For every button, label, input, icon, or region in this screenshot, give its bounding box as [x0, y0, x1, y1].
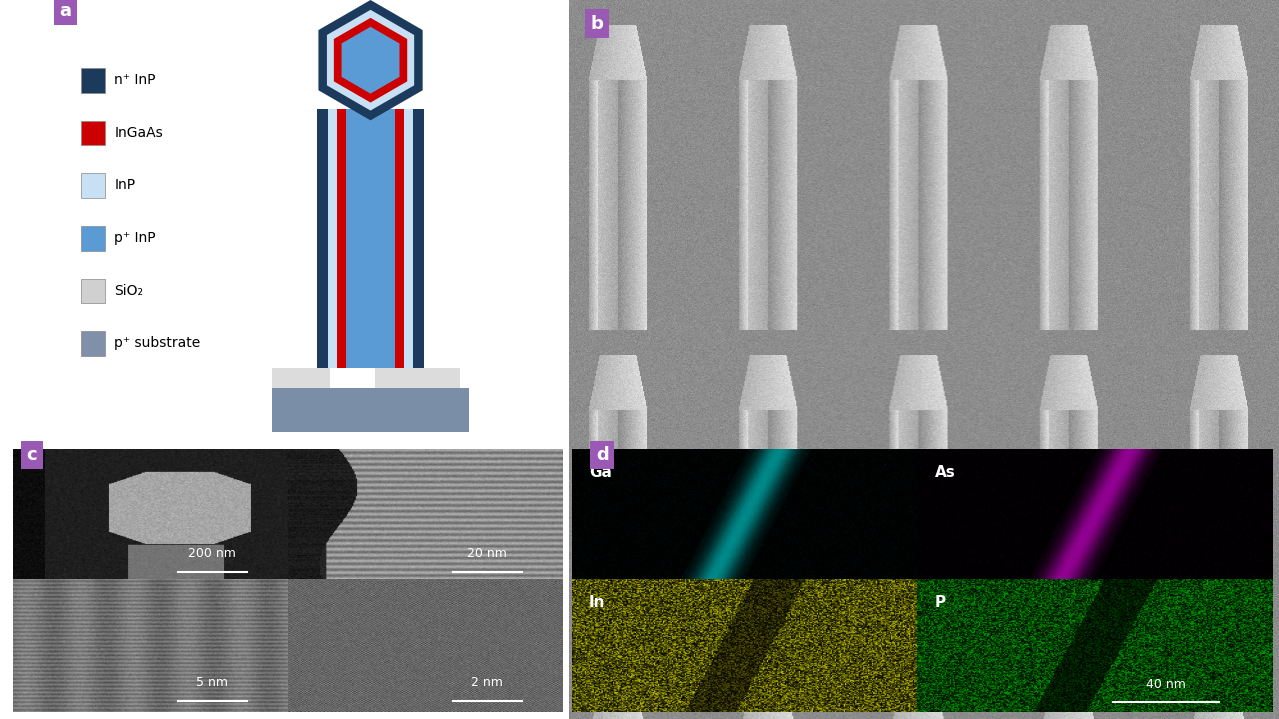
Bar [81, 279, 105, 303]
Polygon shape [334, 18, 407, 103]
Text: InP: InP [114, 178, 136, 193]
Text: 20 nm: 20 nm [467, 546, 506, 560]
Text: 500 nm: 500 nm [1092, 666, 1146, 679]
Polygon shape [327, 10, 414, 111]
Bar [347, 109, 395, 367]
Text: InGaAs: InGaAs [114, 126, 162, 139]
Text: a: a [59, 1, 72, 19]
Text: 40 nm: 40 nm [1146, 677, 1186, 690]
Polygon shape [341, 27, 399, 93]
Text: P: P [935, 595, 946, 610]
Text: p⁺ substrate: p⁺ substrate [114, 336, 201, 350]
Text: c: c [27, 446, 37, 464]
Bar [375, 367, 459, 388]
Text: p⁺ InP: p⁺ InP [114, 231, 156, 245]
Text: n⁺ InP: n⁺ InP [114, 73, 156, 87]
Text: 2 nm: 2 nm [471, 676, 503, 690]
Bar [81, 173, 105, 198]
Text: Ga: Ga [588, 465, 611, 480]
Bar [81, 331, 105, 356]
Polygon shape [318, 0, 422, 120]
Bar [81, 121, 105, 145]
Text: d: d [596, 446, 609, 464]
Bar [81, 68, 105, 93]
Text: In: In [588, 595, 605, 610]
Bar [317, 109, 425, 367]
Bar [338, 109, 404, 367]
Bar [329, 109, 413, 367]
Text: SiO₂: SiO₂ [114, 284, 143, 298]
Text: 200 nm: 200 nm [188, 546, 237, 560]
Text: As: As [935, 465, 955, 480]
Bar [272, 367, 330, 388]
Bar [81, 226, 105, 250]
Text: b: b [591, 15, 604, 33]
Bar [272, 388, 468, 432]
Text: 5 nm: 5 nm [196, 676, 228, 690]
